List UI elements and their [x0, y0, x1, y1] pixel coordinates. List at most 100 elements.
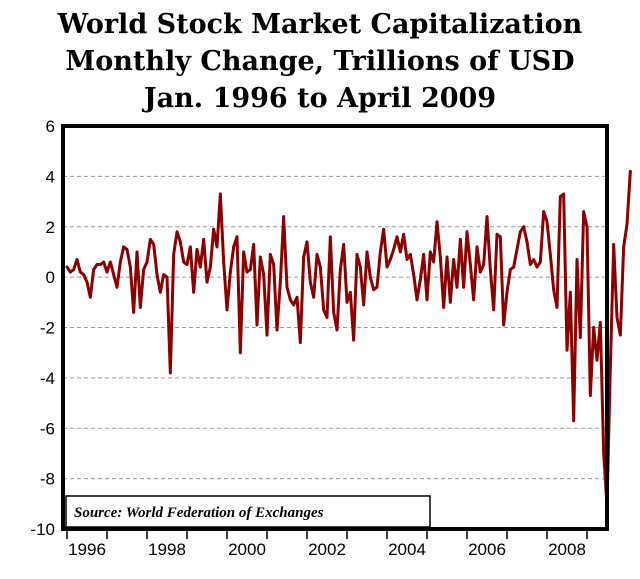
x-tick-label: 1998 — [148, 540, 186, 559]
data-point — [388, 258, 392, 261]
x-tick-label: 2004 — [388, 540, 426, 559]
data-point — [502, 323, 506, 327]
data-point — [555, 305, 559, 309]
data-point — [362, 303, 366, 307]
y-tick-label: 0 — [46, 268, 55, 287]
data-point — [565, 348, 569, 352]
data-point — [318, 265, 322, 269]
data-point — [125, 248, 129, 251]
data-point — [535, 265, 539, 269]
y-tick-label: -4 — [40, 369, 55, 388]
data-point — [245, 270, 249, 274]
data-point — [548, 253, 552, 256]
data-point — [175, 230, 179, 234]
y-tick-label: -8 — [40, 470, 55, 489]
data-point — [352, 338, 356, 342]
data-point — [305, 240, 309, 244]
data-point — [455, 285, 459, 289]
data-point — [398, 250, 402, 254]
data-point — [492, 308, 496, 312]
data-point — [132, 310, 136, 314]
data-point — [532, 258, 536, 261]
data-point — [488, 268, 492, 271]
data-point — [162, 273, 166, 277]
data-point — [248, 268, 252, 271]
data-point — [228, 270, 232, 274]
data-point — [92, 268, 96, 271]
data-point — [95, 263, 99, 266]
data-point — [185, 263, 189, 266]
chart-title-line-2: Monthly Change, Trillions of USD — [65, 46, 575, 77]
data-point — [425, 298, 429, 302]
data-point — [552, 288, 556, 292]
data-point — [192, 290, 196, 294]
data-point — [268, 253, 272, 256]
data-point — [615, 316, 619, 319]
data-point — [385, 265, 389, 269]
data-point — [528, 263, 532, 266]
data-point — [465, 230, 469, 234]
data-point — [478, 270, 482, 274]
chart-title-line-1: World Stock Market Capitalization — [57, 9, 583, 40]
data-point — [608, 366, 612, 370]
y-tick-label: 6 — [46, 117, 55, 136]
data-point — [278, 280, 282, 284]
data-point — [498, 235, 502, 239]
data-point — [325, 316, 329, 319]
data-point — [332, 310, 336, 314]
data-point — [365, 250, 369, 254]
data-point — [415, 298, 419, 302]
data-point — [408, 253, 412, 256]
data-point — [418, 278, 422, 282]
data-point — [382, 227, 386, 231]
data-point — [238, 351, 242, 355]
data-point — [218, 192, 222, 196]
data-point — [335, 328, 339, 332]
data-point — [272, 263, 276, 266]
data-point — [155, 273, 159, 277]
data-point — [438, 255, 442, 259]
data-point — [265, 333, 269, 337]
y-tick-label: -2 — [40, 319, 55, 338]
source-text: Source: World Federation of Exchanges — [74, 505, 324, 521]
data-point — [395, 235, 399, 239]
data-point — [165, 275, 169, 279]
data-point — [432, 260, 436, 264]
data-point — [202, 237, 206, 241]
data-point — [75, 258, 79, 261]
x-tick-label: 2000 — [228, 540, 266, 559]
data-point — [582, 210, 586, 214]
data-point — [105, 270, 109, 274]
data-point — [115, 285, 119, 289]
data-point — [72, 268, 76, 271]
data-point — [312, 295, 316, 299]
data-point — [288, 298, 292, 302]
data-point — [315, 253, 319, 256]
data-point — [172, 253, 176, 256]
data-point — [592, 326, 596, 329]
data-point — [602, 452, 606, 455]
data-point — [522, 225, 526, 229]
data-point — [222, 260, 226, 264]
data-point — [372, 288, 376, 292]
data-point — [235, 235, 239, 239]
data-point — [485, 215, 489, 219]
data-point — [118, 260, 122, 264]
data-point — [585, 225, 589, 229]
data-point — [442, 305, 446, 309]
data-point — [205, 280, 209, 284]
data-point — [462, 285, 466, 289]
data-point — [558, 195, 562, 198]
data-point — [212, 227, 216, 231]
data-point — [258, 255, 262, 259]
data-point — [625, 222, 629, 226]
data-point — [128, 265, 132, 269]
data-point — [402, 232, 406, 236]
data-point — [215, 245, 219, 249]
data-point — [68, 270, 72, 274]
data-point — [82, 273, 86, 277]
data-point — [435, 220, 439, 224]
x-tick-label: 1996 — [68, 540, 106, 559]
data-point — [302, 255, 306, 259]
data-point — [572, 419, 576, 423]
